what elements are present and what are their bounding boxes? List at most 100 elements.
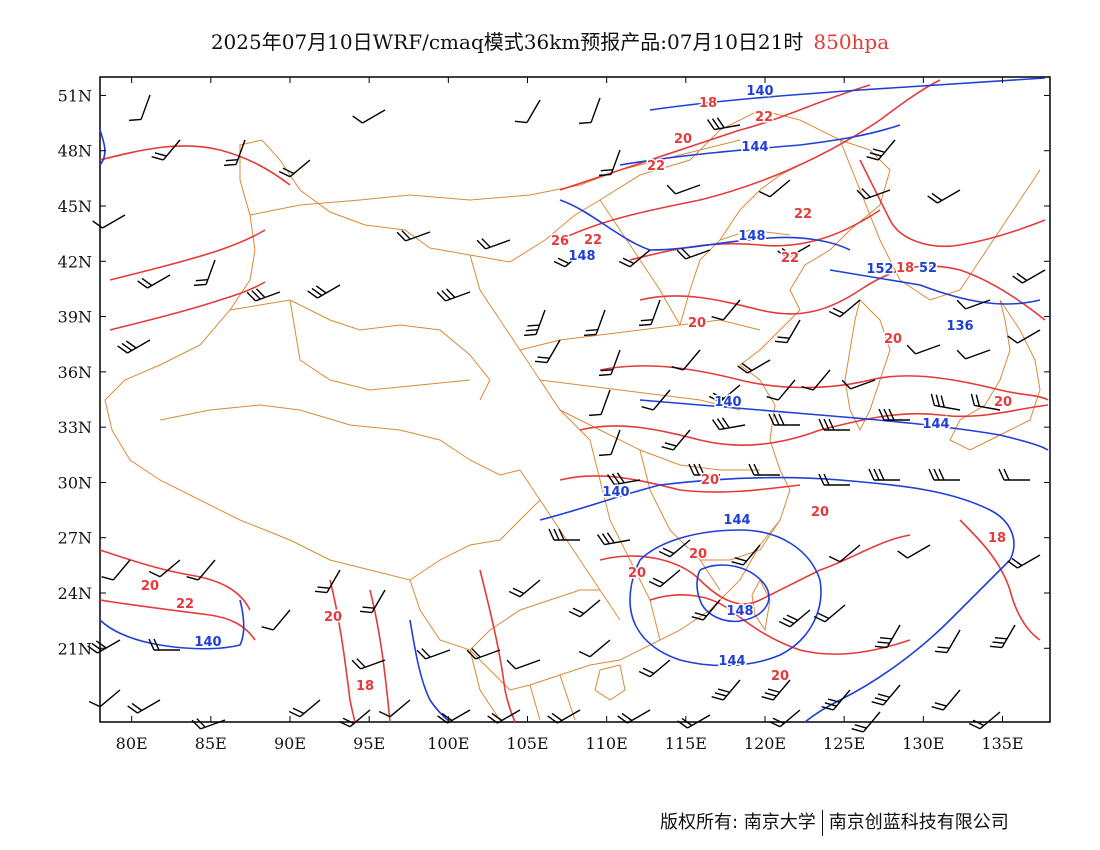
y-tick-label: 48N [58,142,92,161]
province-line [469,589,600,651]
temperature-label: 22 [755,110,773,125]
x-tick-label: 100E [427,734,469,753]
wind-barb [92,214,126,229]
wind-barb [906,344,941,355]
wind-barb [711,679,741,701]
temperature-label: 20 [628,566,646,581]
footer-right: 南京创蓝科技有限公司 [828,812,1009,833]
wind-barb [151,139,181,161]
wind-barb [768,709,801,728]
wind-barb [148,559,181,578]
wind-barb [553,249,586,268]
wind-barb [639,299,661,327]
temp-contour [99,145,291,186]
province-line [519,469,621,621]
height-contour [619,124,901,166]
wind-barb [841,379,876,390]
wind-barb [777,244,811,259]
wind-barb [856,188,891,200]
temperature-label: 18 [699,96,717,111]
wind-barb [568,599,601,618]
temperature-label: 20 [688,316,706,331]
wind-barb [813,604,846,623]
wind-barb [874,624,901,649]
wind-barb [524,309,546,337]
height-label: 152 [866,262,893,277]
temperature-label: 26 [551,234,569,249]
province-line [289,299,471,391]
wind-barb [487,709,521,724]
province-line [839,139,1041,301]
height-label: 148 [726,604,753,619]
china-outline [104,109,891,691]
wind-barb [186,559,216,581]
temperature-label: 22 [794,207,812,222]
wind-barb [708,384,741,403]
wind-barb [828,299,861,318]
wind-barb [691,599,721,621]
wind-barb [748,463,780,476]
temperature-label: 22 [647,159,665,174]
wind-barb [934,629,961,654]
x-tick-label: 95E [353,734,385,753]
wind-barb [351,658,386,670]
temp-contour [369,589,391,723]
wind-barb [88,689,121,708]
height-label: 136 [946,319,973,334]
height-contour [629,529,822,667]
wind-barb [774,319,801,344]
korea-outline [844,299,891,432]
x-tick-label: 115E [665,734,707,753]
indochina-outline [469,649,576,721]
wind-barb [927,189,961,204]
wind-barb [666,184,701,195]
wind-barb [1012,269,1046,284]
height-contour [99,599,245,650]
axes: 80E 85E 90E 95E 100E 105E 110E 115E 120E 125E 130E… [58,77,1050,753]
wind-barb [766,379,796,401]
y-tick-label: 30N [58,473,92,492]
height-label: 148 [568,249,595,264]
temp-contour [599,365,1049,401]
wind-barb [737,359,771,374]
y-tick-label: 36N [58,363,92,382]
x-tick-label: 135E [981,734,1023,753]
wind-barb [956,299,991,310]
temp-contour [109,229,266,281]
temperature-label: 18 [896,261,914,276]
title-level: 850hpa [813,30,890,54]
wind-barb [731,544,761,566]
wind-barb [437,709,471,724]
temperature-label: 20 [141,579,159,594]
wind-barb [378,699,411,718]
height-label: 140 [714,395,741,410]
wind-barb [506,659,541,670]
wind-barb [596,532,631,546]
wind-barb [87,639,121,654]
height-label: 140 [602,485,629,500]
temp-contour [859,159,1046,248]
y-tick-label: 42N [58,252,92,271]
temp-contour [479,569,516,723]
x-tick-label: 130E [902,734,944,753]
wind-barb [711,417,746,431]
wind-barb [359,589,386,614]
wind-barb [851,711,881,733]
temp-contour [639,265,1046,321]
wind-barb [129,94,151,122]
wind-barb [514,99,541,124]
y-tick-label: 45N [58,197,92,216]
wind-barb [396,230,431,242]
plot-frame [99,76,1051,723]
wind-barb [768,413,800,426]
temperature-label: 20 [811,505,829,520]
wind-barb [148,638,180,651]
temp-contour [559,475,801,493]
y-tick-label: 39N [58,308,92,327]
wind-barb [599,429,621,457]
height-label: 140 [194,635,221,650]
height-contours [99,77,1049,723]
wind-barb [352,109,386,124]
wind-barbs-layer [87,94,1046,733]
